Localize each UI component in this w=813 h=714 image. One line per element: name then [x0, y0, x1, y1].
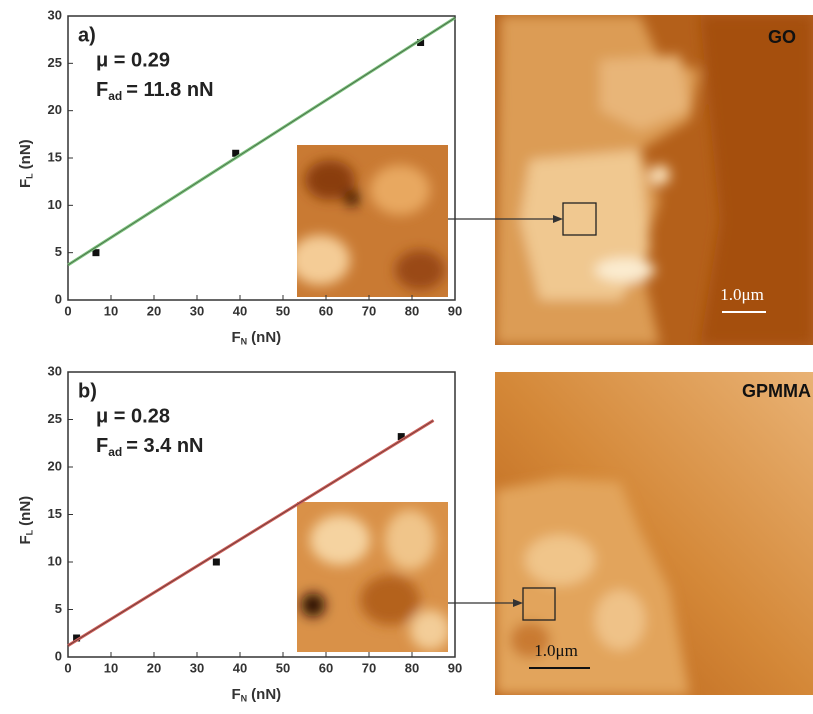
annotation-text: = 3.4 nN	[126, 435, 203, 457]
x-tick-label: 90	[448, 303, 462, 318]
connector	[448, 215, 563, 607]
annotation-subscript: ad	[108, 89, 122, 103]
x-tick-label: 0	[64, 660, 71, 675]
x-axis-label-symbol: F	[232, 686, 241, 703]
x-axis-label-subscript: N	[241, 694, 248, 704]
annotation: μ = 0.28	[96, 405, 170, 427]
y-axis-label: FL (nN)	[17, 139, 35, 188]
data-point	[417, 39, 425, 47]
x-tick-label: 90	[448, 660, 462, 675]
y-axis-label-text: (nN)	[17, 496, 34, 526]
x-tick-label: 70	[362, 660, 376, 675]
y-axis-label: FL (nN)	[17, 496, 35, 545]
y-axis-label-symbol: F	[17, 535, 34, 544]
panel-label: a)	[78, 24, 96, 46]
annotation-text: = 11.8 nN	[126, 79, 213, 101]
x-tick-label: 80	[405, 660, 419, 675]
annotation: Fad = 3.4 nN	[96, 435, 204, 459]
y-tick-label: 30	[48, 363, 62, 378]
y-axis-label-subscript: L	[25, 173, 35, 179]
data-point	[232, 149, 240, 157]
y-tick-label: 20	[48, 102, 62, 117]
x-axis-label: FN (nN)	[232, 329, 282, 347]
y-tick-label: 15	[48, 149, 62, 164]
x-axis-label-subscript: N	[241, 337, 248, 347]
y-axis-label-text: (nN)	[17, 139, 34, 169]
x-tick-label: 60	[319, 303, 333, 318]
x-tick-label: 10	[104, 660, 118, 675]
x-tick-label: 70	[362, 303, 376, 318]
annotation-symbol: F	[96, 79, 108, 101]
x-tick-label: 30	[190, 660, 204, 675]
afm-image-gpmma	[495, 372, 813, 695]
y-tick-label: 15	[48, 506, 62, 521]
x-axis-label-text: (nN)	[251, 686, 281, 703]
inset-image	[297, 145, 448, 297]
x-tick-label: 60	[319, 660, 333, 675]
annotation-subscript: ad	[108, 445, 122, 459]
x-tick-label: 40	[233, 303, 247, 318]
fit-line-core	[67, 420, 434, 646]
y-tick-label: 0	[55, 291, 62, 306]
x-tick-label: 30	[190, 303, 204, 318]
y-tick-label: 25	[48, 411, 62, 426]
x-tick-label: 10	[104, 303, 118, 318]
inset-image	[297, 502, 448, 652]
annotation-symbol: F	[96, 435, 108, 457]
data-point	[397, 433, 405, 441]
x-axis-label: FN (nN)	[232, 686, 282, 704]
y-tick-label: 30	[48, 7, 62, 22]
image-label: GO	[768, 27, 796, 47]
afm-image-go	[495, 15, 813, 345]
x-tick-label: 40	[233, 660, 247, 675]
annotation: μ = 0.29	[96, 49, 170, 71]
y-axis-label-subscript: L	[25, 529, 35, 535]
x-tick-label: 80	[405, 303, 419, 318]
x-tick-label: 20	[147, 303, 161, 318]
data-point	[73, 634, 81, 642]
y-axis-label-symbol: F	[17, 179, 34, 188]
y-tick-label: 10	[48, 553, 62, 568]
x-tick-label: 50	[276, 303, 290, 318]
y-tick-label: 5	[55, 601, 62, 616]
x-tick-label: 20	[147, 660, 161, 675]
x-axis-label-symbol: F	[232, 329, 241, 346]
x-tick-label: 50	[276, 660, 290, 675]
y-tick-label: 20	[48, 458, 62, 473]
y-tick-label: 5	[55, 244, 62, 259]
fit-line-core	[67, 17, 456, 266]
annotation: Fad = 11.8 nN	[96, 79, 214, 103]
scale-bar-label: 1.0μm	[534, 641, 578, 660]
panel-label: b)	[78, 380, 97, 402]
data-point	[212, 558, 220, 566]
y-tick-label: 10	[48, 197, 62, 212]
scale-bar-label: 1.0μm	[720, 285, 764, 304]
x-axis-label-text: (nN)	[251, 329, 281, 346]
y-tick-label: 25	[48, 55, 62, 70]
data-point	[92, 249, 100, 257]
image-label: GPMMA	[742, 381, 811, 401]
y-tick-label: 0	[55, 648, 62, 663]
x-tick-label: 0	[64, 303, 71, 318]
